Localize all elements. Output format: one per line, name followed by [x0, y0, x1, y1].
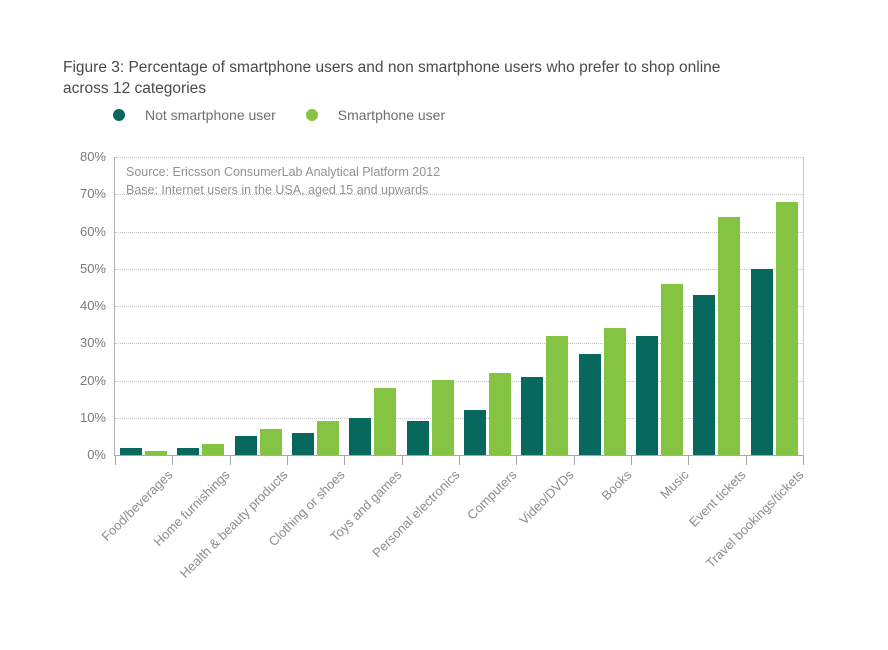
gridline-30pct: [115, 343, 803, 345]
y-axis-label-70: 70%: [79, 186, 106, 202]
gridline-60pct: [115, 231, 803, 233]
gridline-50pct: [115, 268, 803, 270]
x-axis-tick: [631, 456, 632, 465]
smartphone-user-dot-icon: [305, 109, 318, 121]
bar-smartphone-user-event-tickets: [718, 217, 741, 455]
y-axis-label-10: 10%: [79, 409, 106, 425]
x-axis-tick: [459, 456, 460, 465]
y-axis-label-30: 30%: [79, 335, 106, 351]
bar-not-smartphone-user-computers: [464, 410, 486, 455]
bar-not-smartphone-user-personal-electronics: [406, 421, 429, 455]
bar-smartphone-user-travel-bookings-tickets: [775, 202, 798, 455]
bar-smartphone-user-music: [661, 284, 683, 455]
x-axis-tick: [803, 456, 804, 465]
x-axis-tick: [344, 456, 345, 465]
figure-title: Figure 3: Percentage of smartphone users…: [63, 59, 721, 97]
bar-not-smartphone-user-books: [578, 354, 601, 455]
x-axis-tick: [287, 456, 288, 465]
bar-smartphone-user-home-furnishings: [202, 444, 225, 455]
bar-not-smartphone-user-music: [636, 336, 658, 455]
bar-smartphone-user-computers: [489, 373, 511, 455]
legend-item-smartphone-user: Smartphone user: [305, 107, 446, 123]
bar-smartphone-user-books: [603, 328, 626, 455]
x-axis-tick: [230, 456, 231, 465]
bar-not-smartphone-user-health-beauty-products: [234, 436, 257, 455]
y-axis-label-60: 60%: [79, 223, 106, 239]
x-axis-tick: [402, 456, 403, 465]
bar-smartphone-user-health-beauty-products: [259, 429, 282, 455]
x-axis-tick: [516, 456, 517, 465]
not-smartphone-user-dot-icon: [113, 109, 125, 121]
source-line: Source: Ericsson ConsumerLab Analytical …: [126, 165, 441, 179]
x-axis-tick: [688, 456, 689, 465]
bar-not-smartphone-user-travel-bookings-tickets: [750, 269, 773, 455]
gridline-80pct: [115, 157, 803, 158]
y-axis-label-20: 20%: [79, 372, 106, 388]
chart-plot-area: [114, 157, 804, 465]
bar-smartphone-user-video-dvds: [546, 336, 569, 455]
bar-not-smartphone-user-home-furnishings: [177, 448, 200, 455]
legend-label: Smartphone user: [337, 107, 446, 123]
bar-not-smartphone-user-toys-and-games: [349, 418, 372, 455]
bar-smartphone-user-food-beverages: [145, 451, 167, 455]
gridline-40pct: [115, 306, 803, 307]
bar-smartphone-user-toys-and-games: [374, 388, 397, 455]
legend-item-not-smartphone-user: Not smartphone user: [113, 107, 276, 123]
y-axis-label-0: 0%: [87, 447, 106, 462]
x-axis-tick: [115, 456, 116, 465]
y-axis-label-50: 50%: [79, 260, 106, 276]
bar-not-smartphone-user-clothing-or-shoes: [292, 433, 314, 455]
gridline-10pct: [115, 417, 803, 419]
bar-not-smartphone-user-food-beverages: [120, 448, 142, 455]
base-line: Base: Internet users in the USA, aged 15…: [126, 183, 429, 197]
gridline-20pct: [115, 380, 803, 382]
legend: Not smartphone user Smartphone user: [113, 107, 445, 123]
bar-smartphone-user-personal-electronics: [431, 380, 454, 455]
gridline-70pct: [115, 194, 803, 196]
x-axis-tick: [172, 456, 173, 465]
x-axis-tick: [574, 456, 575, 465]
y-axis-label-80: 80%: [79, 149, 106, 164]
source-note: Source: Ericsson ConsumerLab Analytical …: [126, 163, 440, 199]
bar-smartphone-user-clothing-or-shoes: [317, 421, 339, 455]
bar-not-smartphone-user-event-tickets: [693, 295, 716, 455]
legend-label: Not smartphone user: [145, 107, 276, 123]
x-axis-tick: [746, 456, 747, 465]
bar-not-smartphone-user-video-dvds: [521, 377, 544, 455]
y-axis-label-40: 40%: [79, 298, 106, 313]
